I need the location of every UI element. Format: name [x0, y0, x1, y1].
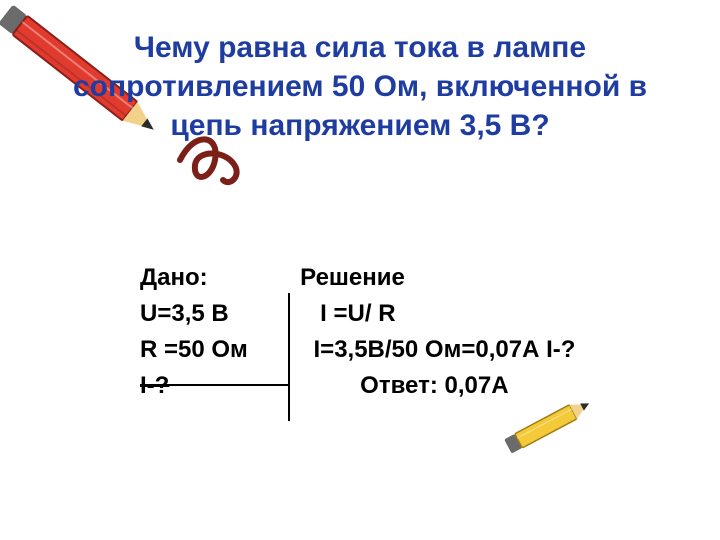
pencil-yellow-icon: [500, 402, 610, 482]
solution-cell: Ответ: 0,07А: [300, 372, 508, 399]
problem-content: Дано:РешениеU=3,5 В I =U/ RR =50 Ом I=3,…: [140, 260, 575, 404]
given-cell: Дано:: [140, 260, 300, 296]
given-cell: I-?: [140, 368, 300, 404]
content-row: Дано:Решение: [140, 260, 575, 296]
solution-cell: I =U/ R: [300, 300, 395, 327]
problem-title-text: Чему равна сила тока в лампе сопротивлен…: [73, 31, 647, 142]
given-cell: R =50 Ом: [140, 332, 300, 368]
given-cell: U=3,5 В: [140, 296, 300, 332]
solution-cell: I=3,5В/50 Ом=0,07А I-?: [300, 336, 575, 363]
problem-title: Чему равна сила тока в лампе сопротивлен…: [0, 28, 720, 145]
content-row: U=3,5 В I =U/ R: [140, 296, 575, 332]
content-row: I-? Ответ: 0,07А: [140, 368, 575, 404]
solution-cell: Решение: [300, 264, 405, 291]
content-row: R =50 Ом I=3,5В/50 Ом=0,07А I-?: [140, 332, 575, 368]
